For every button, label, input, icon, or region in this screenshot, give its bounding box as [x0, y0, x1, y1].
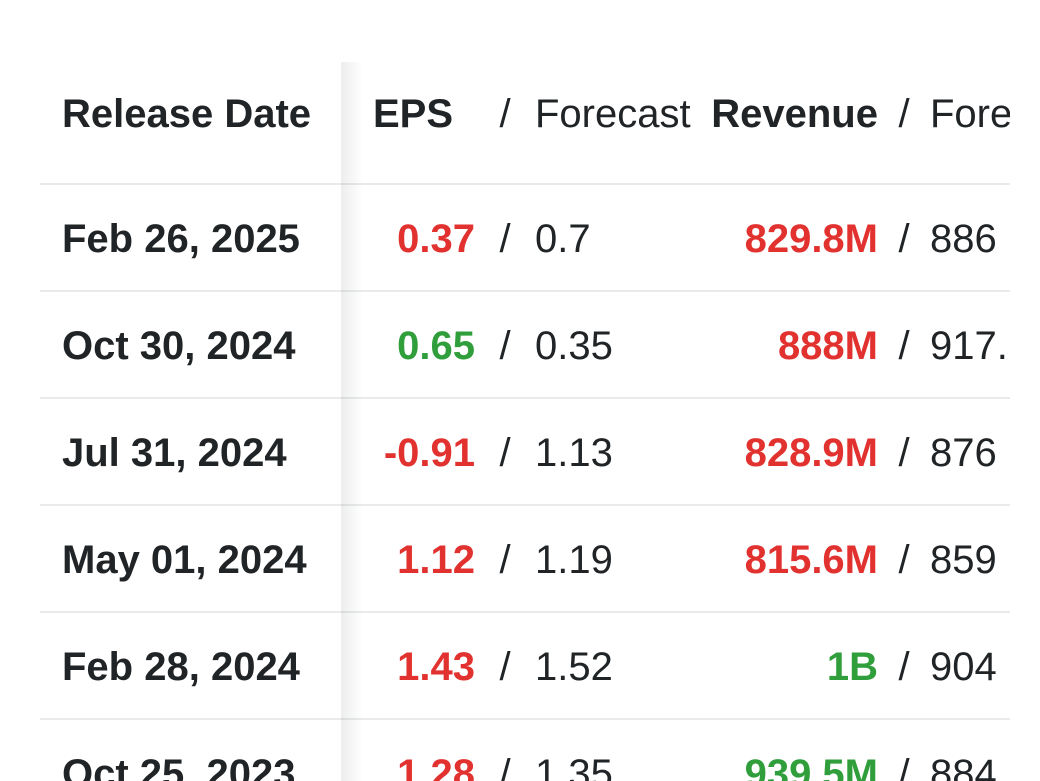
revenue-actual: 815.6M [744, 537, 878, 582]
release-date-cell: Jul 31, 2024 [62, 430, 287, 475]
column-header-eps: EPS [372, 91, 453, 136]
release-date-cell: Feb 28, 2024 [62, 644, 300, 689]
eps-forecast: 1.52 [535, 644, 613, 689]
column-header-eps-forecast: Forecast [535, 91, 691, 136]
revenue-slash: / [898, 644, 910, 689]
revenue-forecast: 917.1 [930, 323, 1010, 368]
earnings-row[interactable]: May 01, 2024 1.12 / 1.19 815.6M / 859 [0, 506, 1010, 613]
earnings-row[interactable]: Feb 26, 2025 0.37 / 0.7 829.8M / 886 [0, 185, 1010, 292]
revenue-actual: 888M [777, 323, 878, 368]
revenue-actual: 829.8M [744, 216, 878, 261]
revenue-forecast: 886 [930, 216, 997, 261]
header-revenue-slash: / [898, 91, 910, 136]
eps-actual: 0.37 [397, 216, 475, 261]
revenue-slash: / [898, 751, 910, 781]
column-header-release-date: Release Date [62, 91, 312, 136]
release-date-cell: Oct 30, 2024 [62, 323, 296, 368]
earnings-row[interactable]: Feb 28, 2024 1.43 / 1.52 1B / 904 [0, 613, 1010, 720]
eps-slash: / [499, 430, 511, 475]
earnings-table-scroll-area[interactable]: Release Date EPS / Forecast Revenue / Fo… [0, 0, 1010, 781]
revenue-slash: / [898, 323, 910, 368]
earnings-row[interactable]: Oct 30, 2024 0.65 / 0.35 888M / 917.1 [0, 292, 1010, 399]
release-date-cell: Oct 25, 2023 [62, 751, 296, 781]
earnings-row[interactable]: Jul 31, 2024 -0.91 / 1.13 828.9M / 876 [0, 399, 1010, 506]
column-header-revenue: Revenue [711, 91, 878, 136]
revenue-forecast: 876 [930, 430, 997, 475]
eps-actual: 1.28 [397, 751, 475, 781]
revenue-actual: 939.5M [744, 751, 878, 781]
eps-forecast: 0.7 [535, 216, 591, 261]
eps-forecast: 0.35 [535, 323, 613, 368]
eps-actual: 0.65 [397, 323, 475, 368]
revenue-forecast: 884 [930, 751, 997, 781]
eps-slash: / [499, 644, 511, 689]
eps-forecast: 1.13 [535, 430, 613, 475]
release-date-cell: Feb 26, 2025 [62, 216, 300, 261]
release-date-cell: May 01, 2024 [62, 537, 307, 582]
revenue-actual: 1B [826, 644, 878, 689]
eps-actual: 1.43 [397, 644, 475, 689]
eps-slash: / [499, 537, 511, 582]
eps-slash: / [499, 216, 511, 261]
revenue-slash: / [898, 430, 910, 475]
revenue-forecast: 859 [930, 537, 997, 582]
eps-slash: / [499, 751, 511, 781]
earnings-row[interactable]: Oct 25, 2023 1.28 / 1.35 939.5M / 884 [0, 720, 1010, 781]
eps-forecast: 1.35 [535, 751, 613, 781]
revenue-slash: / [898, 537, 910, 582]
revenue-forecast: 904 [930, 644, 997, 689]
eps-actual: -0.91 [383, 430, 475, 475]
eps-actual: 1.12 [397, 537, 475, 582]
header-eps-slash: / [499, 91, 511, 136]
column-header-revenue-forecast: Forecast [930, 91, 1010, 136]
table-header-row: Release Date EPS / Forecast Revenue / Fo… [0, 0, 1010, 185]
revenue-slash: / [898, 216, 910, 261]
revenue-actual: 828.9M [744, 430, 878, 475]
eps-slash: / [499, 323, 511, 368]
eps-forecast: 1.19 [535, 537, 613, 582]
